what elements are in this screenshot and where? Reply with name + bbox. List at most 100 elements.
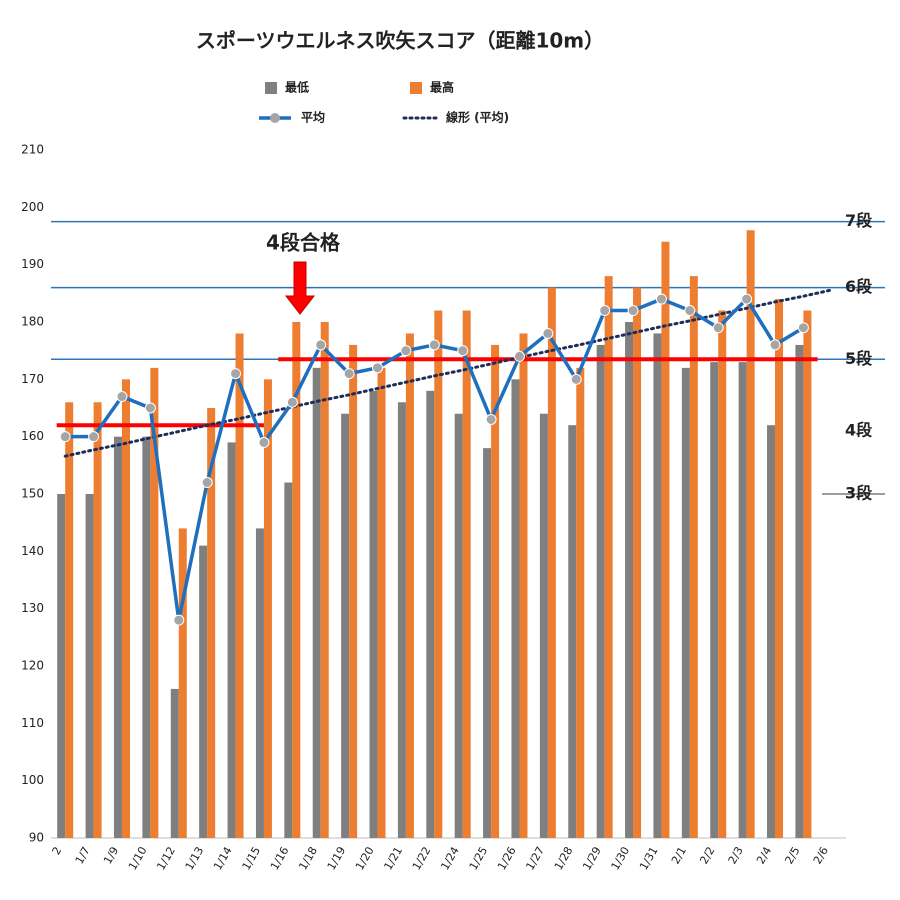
level-label: 7段 — [845, 211, 873, 230]
y-tick-label: 100 — [21, 773, 44, 787]
bar — [369, 390, 378, 838]
average-point — [230, 368, 242, 380]
average-point — [428, 339, 440, 351]
bar — [142, 436, 151, 838]
x-tick-label: 1/13 — [183, 845, 207, 873]
bar — [454, 413, 463, 838]
chart-title: スポーツウエルネス吹矢スコア（距離10m） — [196, 29, 604, 53]
x-tick-label: 1/30 — [609, 845, 633, 873]
bar — [320, 322, 329, 838]
y-tick-label: 110 — [21, 716, 44, 730]
average-point — [144, 402, 156, 414]
legend-swatch — [410, 82, 422, 94]
bar — [170, 688, 179, 838]
bar — [207, 408, 216, 838]
x-tick-label: 1/20 — [353, 845, 377, 873]
x-tick-label: 2/3 — [726, 844, 746, 866]
x-tick-label: 1/26 — [495, 845, 519, 873]
legend-swatch — [270, 113, 280, 123]
x-tick-label: 2/1 — [669, 845, 689, 867]
average-point — [88, 431, 100, 443]
bar — [121, 379, 130, 838]
bar — [405, 333, 414, 838]
bar — [312, 367, 321, 838]
bar — [604, 276, 613, 839]
level-label: 5段 — [845, 349, 873, 368]
x-tick-label: 1/16 — [268, 845, 292, 873]
average-point — [513, 350, 525, 362]
y-tick-label: 200 — [21, 200, 44, 214]
level-label: 6段 — [845, 277, 873, 296]
average-point — [315, 339, 327, 351]
bar — [767, 425, 776, 838]
annotation: 4段合格 — [266, 231, 341, 255]
x-tick-label: 1/29 — [580, 845, 604, 873]
bar — [746, 230, 755, 838]
average-point — [59, 431, 71, 443]
x-tick-label: 1/27 — [523, 845, 547, 873]
bar — [653, 333, 662, 838]
x-tick-label: 1/14 — [211, 845, 235, 873]
bar — [633, 287, 642, 839]
annotation-bg — [248, 228, 358, 266]
average-point — [258, 436, 270, 448]
x-tick-label: 1/18 — [296, 845, 320, 873]
legend-label: 平均 — [301, 110, 325, 125]
x-tick-label: 1/22 — [410, 845, 434, 873]
bar — [491, 344, 500, 838]
bar — [255, 528, 264, 838]
bar — [795, 344, 804, 838]
x-tick-label: 1/25 — [467, 845, 491, 873]
y-tick-label: 90 — [29, 831, 44, 845]
x-tick-label: 2/2 — [697, 845, 717, 867]
x-tick-label: 1/19 — [325, 845, 349, 873]
average-point — [599, 305, 611, 317]
average-point — [542, 327, 554, 339]
average-point — [457, 345, 469, 357]
x-tick-label: 2/5 — [782, 844, 802, 866]
bar — [178, 528, 187, 838]
bar — [681, 367, 690, 838]
y-tick-label: 140 — [21, 544, 44, 558]
bar — [349, 344, 358, 838]
x-tick-label: 1/31 — [637, 845, 661, 873]
bar — [199, 545, 208, 838]
bar — [519, 333, 528, 838]
y-tick-label: 170 — [21, 372, 44, 386]
y-tick-label: 160 — [21, 429, 44, 443]
bar — [803, 310, 812, 838]
bar — [576, 367, 585, 838]
average-point — [570, 373, 582, 385]
average-point — [797, 322, 809, 334]
bar — [434, 310, 443, 838]
x-tick-label: 1/9 — [101, 844, 121, 866]
bar — [710, 362, 719, 838]
bar — [661, 241, 670, 838]
y-tick-label: 190 — [21, 257, 44, 271]
bar — [539, 413, 548, 838]
bar — [483, 448, 492, 838]
average-point — [400, 345, 412, 357]
bar — [150, 367, 159, 838]
bar — [235, 333, 244, 838]
bar — [547, 287, 556, 839]
average-point — [627, 305, 639, 317]
average-point — [116, 391, 128, 403]
y-tick-label: 120 — [21, 659, 44, 673]
x-tick-label: 1/12 — [154, 845, 178, 873]
average-point — [286, 396, 298, 408]
x-tick-label: 1/10 — [126, 845, 150, 873]
bar — [85, 494, 94, 838]
bar — [738, 362, 747, 838]
x-tick-label: 2/6 — [811, 844, 831, 866]
bar — [263, 379, 272, 838]
x-tick-label: 2 — [50, 845, 65, 858]
annotation-arrow — [284, 261, 316, 315]
bar — [227, 442, 236, 838]
bar — [93, 402, 102, 838]
bar — [65, 402, 74, 838]
average-point — [769, 339, 781, 351]
average-point — [741, 293, 753, 305]
x-tick-label: 1/21 — [381, 845, 405, 873]
